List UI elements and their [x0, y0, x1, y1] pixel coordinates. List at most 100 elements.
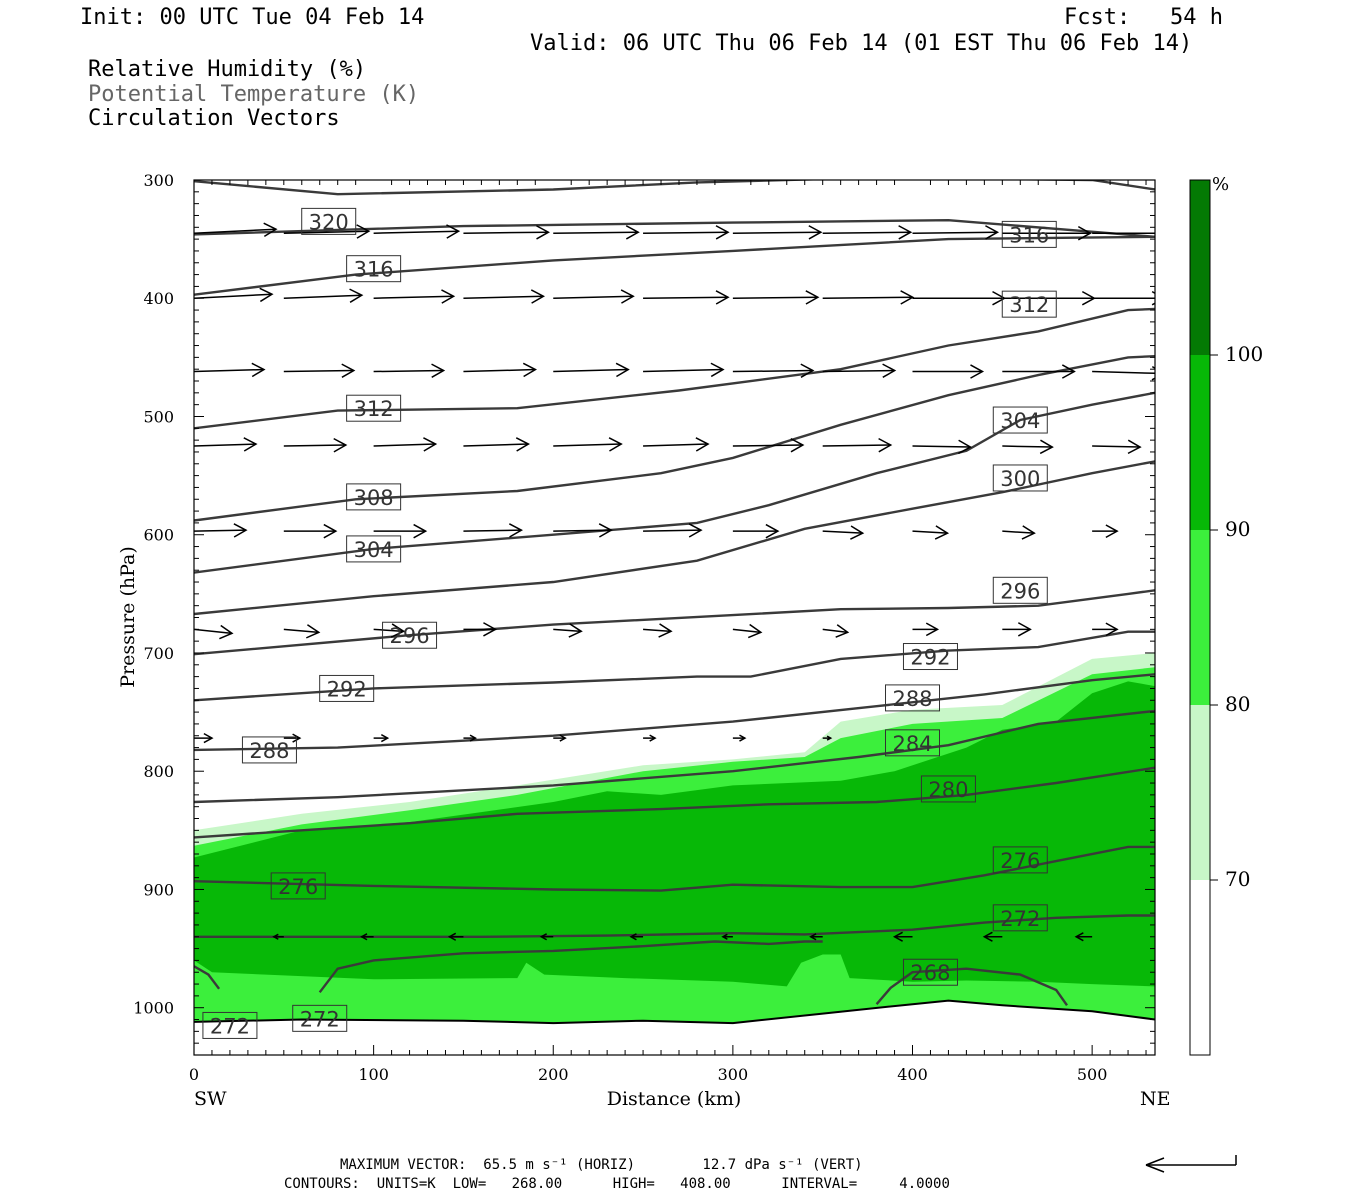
contour-label-280: 280	[920, 775, 976, 803]
theta-contour-268	[875, 967, 1068, 1006]
init-time: Init: 00 UTC Tue 04 Feb 14	[80, 5, 425, 30]
colorbar-segment	[1190, 880, 1210, 1055]
contour-label-288: 288	[885, 684, 941, 712]
theta-contour-304	[194, 391, 1155, 574]
theta-contour-292	[194, 630, 1155, 702]
circulation-vector	[982, 931, 1003, 942]
theta-contour-312	[194, 307, 1155, 430]
contour-label-288: 288	[241, 736, 297, 764]
circulation-vector	[732, 523, 780, 539]
forecast-hour: Fcst: 54 h	[1064, 5, 1223, 30]
circulation-vector	[732, 363, 815, 378]
circulation-vector	[463, 225, 550, 240]
contour-label-272: 272	[292, 1004, 348, 1032]
circulation-vector	[912, 290, 1007, 306]
theta-contour-316	[194, 218, 1155, 238]
circulation-vector	[283, 624, 321, 639]
circulation-vector	[463, 362, 537, 378]
right-end-label: NE	[1140, 1088, 1171, 1110]
x-tick-label: 400	[897, 1065, 928, 1084]
contour-label-296: 296	[382, 621, 438, 649]
circulation-vector	[283, 288, 364, 303]
theta-contour-308	[194, 355, 1155, 522]
y-tick-label: 1000	[133, 999, 174, 1018]
y-tick-label: 800	[143, 762, 174, 781]
circulation-vector	[643, 290, 730, 305]
circulation-vector	[1002, 622, 1032, 637]
contour-label-300: 300	[992, 464, 1048, 492]
circulation-vector	[643, 437, 710, 452]
svg-text:276: 276	[1000, 849, 1040, 873]
colorbar-label: 80	[1225, 692, 1250, 716]
svg-text:308: 308	[354, 486, 394, 510]
circulation-vector	[373, 224, 461, 239]
svg-text:272: 272	[1000, 907, 1040, 931]
circulation-vector	[373, 289, 456, 304]
circulation-vector	[1092, 232, 1155, 234]
circulation-vector	[809, 933, 823, 941]
surface-line	[194, 999, 1155, 1025]
theta-contour-280	[194, 766, 1155, 839]
max-vector-note: MAXIMUM VECTOR: 65.5 m s⁻¹ (HORIZ) 12.7 …	[340, 1157, 863, 1173]
colorbar-label: 90	[1225, 517, 1250, 541]
contour-label-284: 284	[885, 729, 941, 757]
circulation-vector	[912, 439, 973, 455]
x-tick-label: 100	[358, 1065, 389, 1084]
contour-label-268: 268	[902, 958, 958, 986]
y-tick-label: 600	[143, 526, 174, 545]
colorbar-segment	[1190, 355, 1210, 530]
theta-contour-272	[194, 965, 221, 990]
theta-contour-296	[194, 589, 1155, 656]
circulation-vector	[822, 290, 915, 305]
circulation-vector	[194, 437, 258, 452]
x-tick-label: 200	[538, 1065, 569, 1084]
x-axis-title: Distance (km)	[607, 1088, 742, 1110]
contour-label-312: 312	[1001, 290, 1057, 318]
circulation-vector	[272, 933, 284, 940]
circulation-vector	[732, 290, 820, 305]
circulation-vector	[822, 363, 897, 378]
svg-text:272: 272	[300, 1007, 340, 1031]
circulation-vector	[643, 362, 725, 378]
y-tick-label: 400	[143, 289, 174, 308]
field-rh: Relative Humidity (%)	[88, 57, 367, 82]
circulation-vector	[912, 225, 1000, 240]
circulation-vector	[194, 523, 248, 538]
svg-text:296: 296	[1000, 579, 1040, 603]
x-tick-label: 0	[189, 1065, 199, 1084]
circulation-vector	[822, 437, 893, 453]
theta-contour-268	[318, 940, 823, 994]
contour-label-296: 296	[992, 576, 1048, 604]
contour-label-304: 304	[992, 406, 1048, 434]
circulation-vector	[822, 624, 850, 638]
y-tick-label: 700	[143, 644, 174, 663]
contour-label-320: 320	[301, 207, 357, 235]
reference-vector	[1145, 1155, 1237, 1173]
circulation-vector	[463, 289, 545, 304]
circulation-vector	[822, 525, 865, 540]
circulation-vector	[643, 623, 673, 638]
circulation-vector	[732, 437, 805, 453]
circulation-vector	[194, 222, 278, 238]
theta-contour-272	[194, 914, 1155, 938]
colorbar-label: 70	[1225, 867, 1250, 891]
circulation-vector	[463, 523, 523, 538]
circulation-vector	[822, 225, 913, 240]
circulation-vector	[539, 933, 554, 941]
x-tick-label: 500	[1077, 1065, 1108, 1084]
theta-contour-300	[194, 460, 1155, 616]
circulation-vector	[732, 734, 747, 742]
colorbar-label: 100	[1225, 342, 1263, 366]
circulation-vector	[373, 733, 390, 743]
circulation-vector	[373, 523, 428, 539]
circulation-vector	[1002, 525, 1036, 540]
y-tick-label: 900	[143, 880, 174, 899]
circulation-vector	[1074, 932, 1093, 942]
contour-label-292: 292	[902, 643, 958, 671]
left-end-label: SW	[194, 1088, 227, 1110]
circulation-vector	[1092, 622, 1119, 637]
circulation-vector	[553, 623, 583, 638]
svg-text:284: 284	[892, 732, 932, 756]
circulation-vector	[373, 363, 446, 378]
